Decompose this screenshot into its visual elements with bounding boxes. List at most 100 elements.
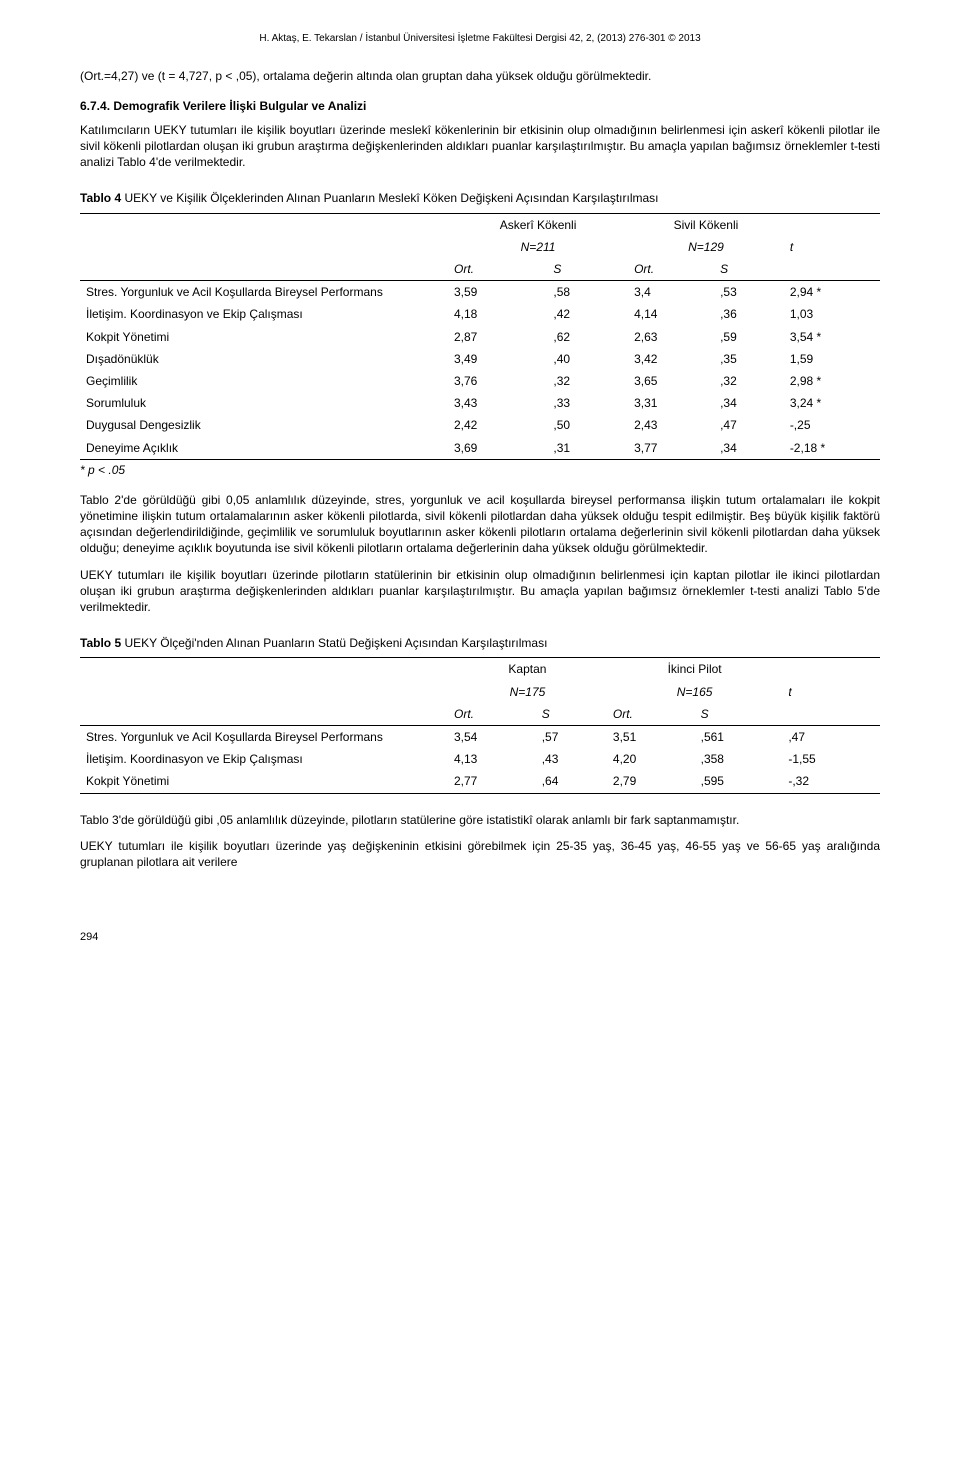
cell-s2: ,59 — [714, 326, 784, 348]
t4-ort2: Ort. — [628, 258, 714, 281]
table-row: Stres. Yorgunluk ve Acil Koşullarda Bire… — [80, 281, 880, 304]
t4-group2-label: Sivil Kökenli — [628, 213, 784, 236]
cell-ort1: 3,54 — [448, 725, 536, 748]
cell-s1: ,57 — [536, 725, 607, 748]
table5-caption-bold: Tablo 5 — [80, 636, 121, 650]
table-row: İletişim. Koordinasyon ve Ekip Çalışması… — [80, 303, 880, 325]
cell-ort2: 4,20 — [607, 748, 695, 770]
section-number: 6.7.4. — [80, 99, 110, 113]
cell-s2: ,53 — [714, 281, 784, 304]
table4-caption: Tablo 4 UEKY ve Kişilik Ölçeklerinden Al… — [80, 190, 880, 206]
t5-t-label: t — [782, 681, 880, 703]
cell-ort1: 3,69 — [448, 437, 547, 460]
paragraph: (Ort.=4,27) ve (t = 4,727, p < ,05), ort… — [80, 68, 880, 84]
t5-group2-label: İkinci Pilot — [607, 658, 782, 681]
t5-ort1: Ort. — [448, 703, 536, 726]
table-row: Sorumluluk3,43,333,31,343,24 * — [80, 392, 880, 414]
cell-ort1: 2,77 — [448, 770, 536, 793]
t5-group1-label: Kaptan — [448, 658, 607, 681]
cell-t: -,32 — [782, 770, 880, 793]
t4-t-label: t — [784, 236, 880, 258]
cell-ort1: 4,13 — [448, 748, 536, 770]
cell-s1: ,43 — [536, 748, 607, 770]
row-label: Stres. Yorgunluk ve Acil Koşullarda Bire… — [80, 281, 448, 304]
table-row: Geçimlilik3,76,323,65,322,98 * — [80, 370, 880, 392]
cell-ort2: 3,65 — [628, 370, 714, 392]
table-row: Duygusal Dengesizlik2,42,502,43,47-,25 — [80, 414, 880, 436]
cell-t: 1,03 — [784, 303, 880, 325]
cell-s2: ,561 — [695, 725, 783, 748]
cell-s1: ,58 — [547, 281, 628, 304]
t5-ort2: Ort. — [607, 703, 695, 726]
row-label: İletişim. Koordinasyon ve Ekip Çalışması — [80, 303, 448, 325]
cell-ort1: 3,76 — [448, 370, 547, 392]
cell-s2: ,595 — [695, 770, 783, 793]
table-row: Deneyime Açıklık3,69,313,77,34-2,18 * — [80, 437, 880, 460]
cell-ort1: 4,18 — [448, 303, 547, 325]
section-heading: 6.7.4. Demografik Verilere İlişki Bulgul… — [80, 98, 880, 114]
row-label: Kokpit Yönetimi — [80, 326, 448, 348]
cell-s1: ,42 — [547, 303, 628, 325]
cell-t: -2,18 * — [784, 437, 880, 460]
table-row: Kokpit Yönetimi2,77,642,79,595-,32 — [80, 770, 880, 793]
section-title: Demografik Verilere İlişki Bulgular ve A… — [113, 99, 366, 113]
table5-caption-rest: UEKY Ölçeği'nden Alınan Puanların Statü … — [121, 636, 547, 650]
cell-ort2: 3,42 — [628, 348, 714, 370]
cell-s2: ,47 — [714, 414, 784, 436]
page-number: 294 — [80, 930, 880, 945]
cell-s2: ,358 — [695, 748, 783, 770]
paragraph: Tablo 3'de görüldüğü gibi ,05 anlamlılık… — [80, 812, 880, 828]
cell-s1: ,64 — [536, 770, 607, 793]
row-label: Kokpit Yönetimi — [80, 770, 448, 793]
cell-ort2: 4,14 — [628, 303, 714, 325]
cell-t: 3,24 * — [784, 392, 880, 414]
t4-s2: S — [714, 258, 784, 281]
cell-ort2: 3,77 — [628, 437, 714, 460]
table-row: Kokpit Yönetimi2,87,622,63,593,54 * — [80, 326, 880, 348]
row-label: Duygusal Dengesizlik — [80, 414, 448, 436]
cell-ort2: 2,63 — [628, 326, 714, 348]
paragraph: Tablo 2'de görüldüğü gibi 0,05 anlamlılı… — [80, 492, 880, 557]
cell-s2: ,36 — [714, 303, 784, 325]
t4-group2-n: N=129 — [628, 236, 784, 258]
t5-group2-n: N=165 — [607, 681, 782, 703]
page: H. Aktaş, E. Tekarslan / İstanbul Üniver… — [0, 0, 960, 985]
paragraph: Katılımcıların UEKY tutumları ile kişili… — [80, 122, 880, 171]
cell-t: 2,98 * — [784, 370, 880, 392]
cell-s2: ,34 — [714, 437, 784, 460]
row-label: Deneyime Açıklık — [80, 437, 448, 460]
cell-s2: ,32 — [714, 370, 784, 392]
table-row: Dışadönüklük3,49,403,42,351,59 — [80, 348, 880, 370]
table5-caption: Tablo 5 UEKY Ölçeği'nden Alınan Puanları… — [80, 635, 880, 651]
table4-caption-rest: UEKY ve Kişilik Ölçeklerinden Alınan Pua… — [121, 191, 658, 205]
table4: Askerî Kökenli Sivil Kökenli N=211 N=129… — [80, 213, 880, 460]
table4-footnote: * p < .05 — [80, 462, 880, 478]
cell-ort1: 3,59 — [448, 281, 547, 304]
t5-s2: S — [695, 703, 783, 726]
table-row: İletişim. Koordinasyon ve Ekip Çalışması… — [80, 748, 880, 770]
cell-s1: ,40 — [547, 348, 628, 370]
cell-ort1: 3,43 — [448, 392, 547, 414]
cell-ort1: 3,49 — [448, 348, 547, 370]
row-label: Stres. Yorgunluk ve Acil Koşullarda Bire… — [80, 725, 448, 748]
cell-t: 3,54 * — [784, 326, 880, 348]
t4-group1-label: Askerî Kökenli — [448, 213, 628, 236]
cell-ort1: 2,42 — [448, 414, 547, 436]
table-row: Stres. Yorgunluk ve Acil Koşullarda Bire… — [80, 725, 880, 748]
paragraph: UEKY tutumları ile kişilik boyutları üze… — [80, 838, 880, 870]
cell-ort2: 3,51 — [607, 725, 695, 748]
cell-s1: ,62 — [547, 326, 628, 348]
cell-ort2: 3,4 — [628, 281, 714, 304]
running-head: H. Aktaş, E. Tekarslan / İstanbul Üniver… — [80, 32, 880, 46]
cell-t: 1,59 — [784, 348, 880, 370]
cell-ort2: 2,79 — [607, 770, 695, 793]
cell-s1: ,32 — [547, 370, 628, 392]
cell-t: -,25 — [784, 414, 880, 436]
cell-s1: ,33 — [547, 392, 628, 414]
cell-t: -1,55 — [782, 748, 880, 770]
cell-s2: ,34 — [714, 392, 784, 414]
cell-s1: ,50 — [547, 414, 628, 436]
cell-t: 2,94 * — [784, 281, 880, 304]
row-label: Sorumluluk — [80, 392, 448, 414]
cell-s1: ,31 — [547, 437, 628, 460]
